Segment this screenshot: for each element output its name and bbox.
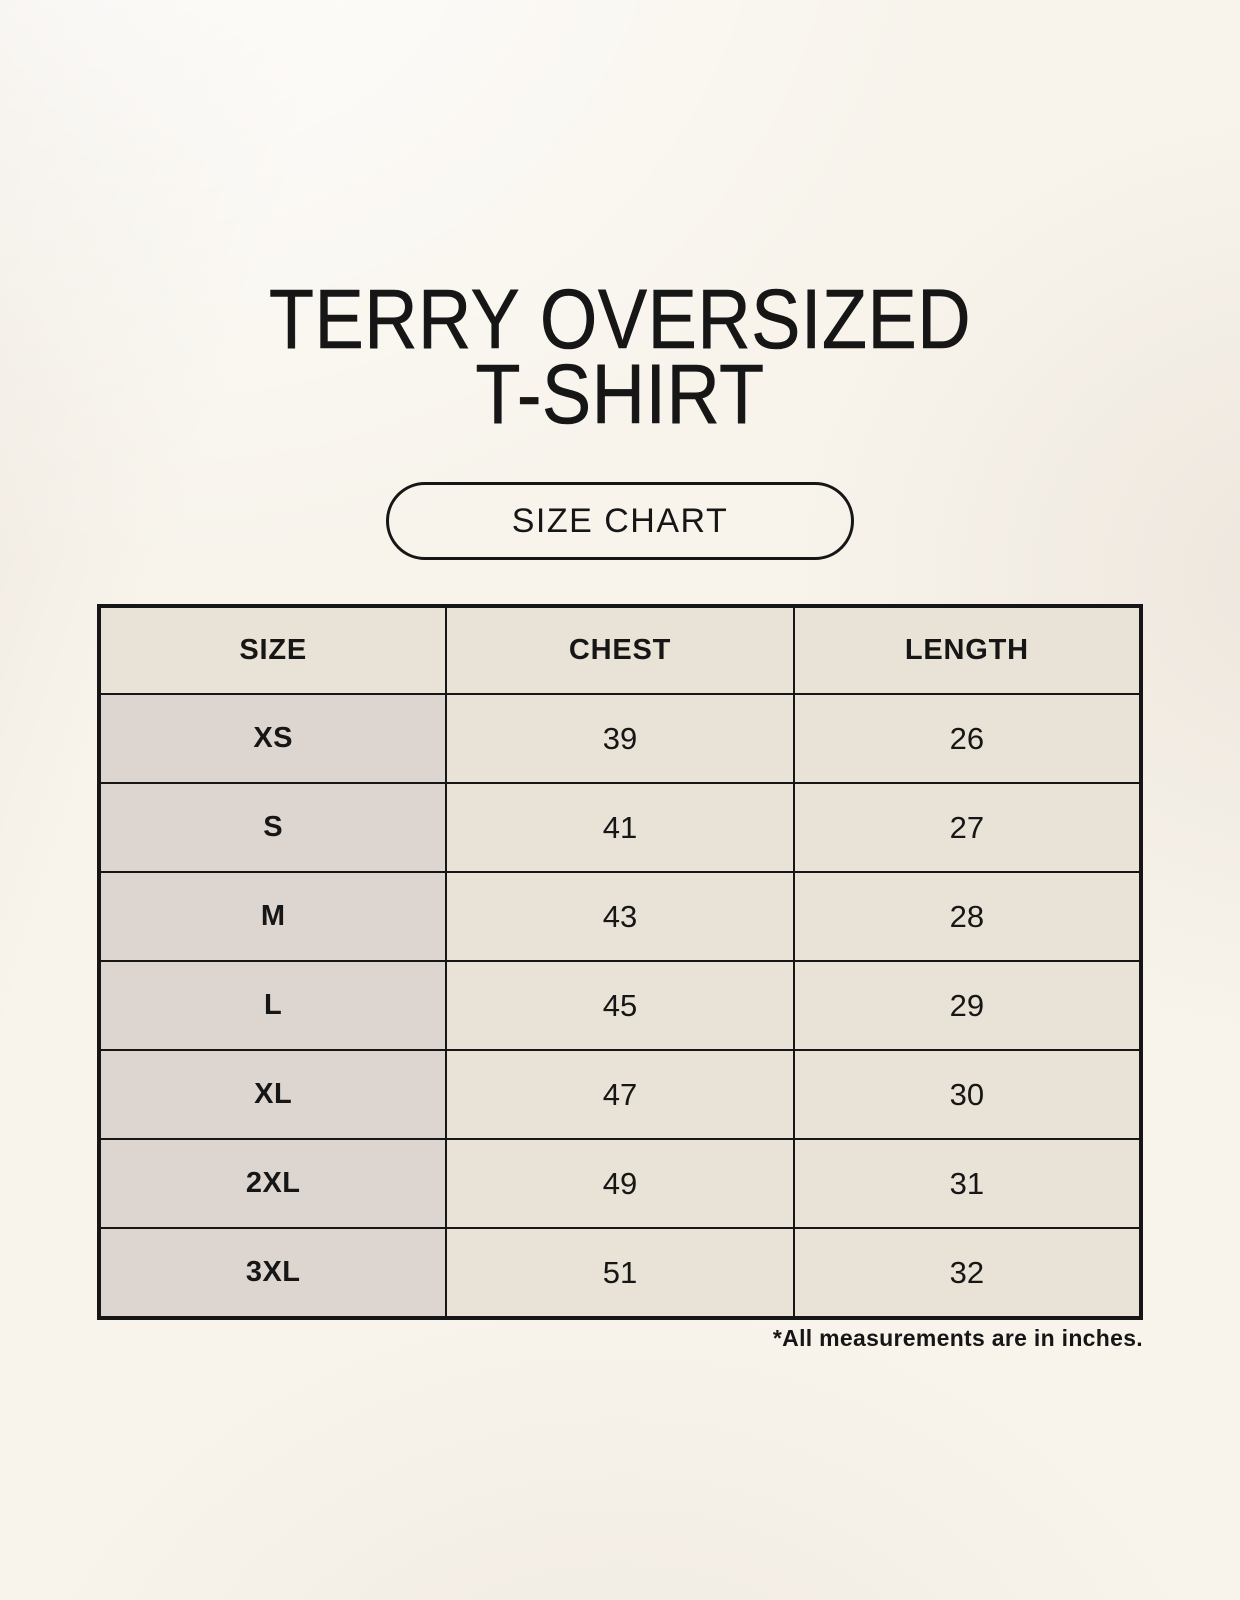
size-cell: 3XL xyxy=(97,1227,448,1319)
length-cell: 27 xyxy=(792,782,1143,873)
chest-cell: 51 xyxy=(445,1227,795,1319)
size-cell: XS xyxy=(97,693,448,784)
page-title-line-2: T-SHIRT xyxy=(475,347,765,441)
length-cell: 31 xyxy=(792,1138,1143,1229)
chest-cell: 45 xyxy=(445,960,795,1051)
chest-cell: 47 xyxy=(445,1049,795,1140)
length-cell: 32 xyxy=(792,1227,1143,1319)
chest-cell: 43 xyxy=(445,871,795,962)
size-cell: M xyxy=(97,871,448,962)
table-row: L 45 29 xyxy=(97,960,1143,1051)
column-header-size: SIZE xyxy=(97,605,448,695)
size-chart-button[interactable]: SIZE CHART xyxy=(386,482,854,560)
size-chart-table: SIZE CHEST LENGTH XS 39 26 S 41 27 M 43 … xyxy=(97,604,1143,1320)
size-cell: 2XL xyxy=(97,1138,448,1229)
length-cell: 29 xyxy=(792,960,1143,1051)
column-header-chest: CHEST xyxy=(445,605,795,695)
chest-cell: 49 xyxy=(445,1138,795,1229)
chest-cell: 39 xyxy=(445,693,795,784)
table-row: M 43 28 xyxy=(97,871,1143,962)
table-row: S 41 27 xyxy=(97,782,1143,873)
table-row: XL 47 30 xyxy=(97,1049,1143,1140)
table-header-row: SIZE CHEST LENGTH xyxy=(97,605,1143,695)
column-header-length: LENGTH xyxy=(792,605,1143,695)
table-row: 2XL 49 31 xyxy=(97,1138,1143,1229)
size-cell: L xyxy=(97,960,448,1051)
page-title: TERRY OVERSIZED T-SHIRT xyxy=(268,272,972,441)
chest-cell: 41 xyxy=(445,782,795,873)
table-row: 3XL 51 32 xyxy=(97,1227,1143,1319)
length-cell: 26 xyxy=(792,693,1143,784)
size-cell: XL xyxy=(97,1049,448,1140)
length-cell: 30 xyxy=(792,1049,1143,1140)
table-row: XS 39 26 xyxy=(97,693,1143,784)
measurements-footnote: *All measurements are in inches. xyxy=(772,1325,1143,1351)
size-cell: S xyxy=(97,782,448,873)
size-chart-button-label: SIZE CHART xyxy=(511,501,729,540)
length-cell: 28 xyxy=(792,871,1143,962)
page-title-line-1: TERRY OVERSIZED xyxy=(268,272,972,366)
